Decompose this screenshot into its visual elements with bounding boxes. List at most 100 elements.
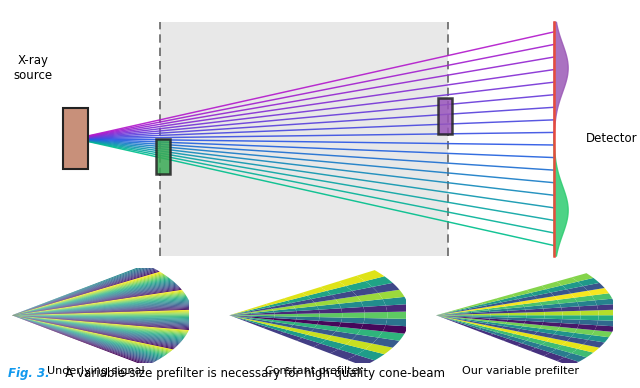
Polygon shape [436, 312, 453, 315]
Polygon shape [12, 315, 175, 348]
Polygon shape [342, 312, 365, 318]
Polygon shape [489, 308, 508, 312]
Polygon shape [12, 315, 179, 345]
Polygon shape [12, 269, 157, 315]
Polygon shape [387, 312, 410, 319]
Polygon shape [330, 349, 356, 360]
Polygon shape [583, 283, 605, 291]
Polygon shape [12, 297, 188, 315]
Polygon shape [12, 309, 192, 315]
Polygon shape [12, 315, 184, 338]
Polygon shape [12, 275, 166, 315]
Polygon shape [12, 315, 158, 360]
Polygon shape [481, 298, 499, 304]
Polygon shape [505, 322, 524, 326]
Polygon shape [515, 293, 534, 299]
Polygon shape [248, 304, 268, 310]
Polygon shape [562, 311, 580, 315]
Polygon shape [557, 357, 579, 366]
Polygon shape [252, 317, 274, 320]
Polygon shape [452, 308, 469, 312]
Polygon shape [518, 296, 537, 301]
Polygon shape [12, 315, 161, 359]
Polygon shape [436, 315, 452, 319]
Polygon shape [597, 304, 616, 310]
Polygon shape [436, 312, 454, 315]
Polygon shape [598, 315, 616, 321]
Polygon shape [12, 315, 191, 324]
Polygon shape [467, 303, 483, 308]
Polygon shape [520, 299, 540, 304]
Polygon shape [485, 324, 504, 328]
Polygon shape [472, 317, 490, 320]
Polygon shape [12, 284, 178, 315]
Polygon shape [12, 315, 182, 341]
Polygon shape [12, 281, 174, 315]
Polygon shape [314, 324, 339, 331]
Polygon shape [472, 316, 490, 319]
Polygon shape [525, 308, 544, 312]
Polygon shape [12, 293, 185, 315]
Polygon shape [588, 335, 609, 343]
Polygon shape [436, 315, 452, 319]
Polygon shape [12, 315, 192, 316]
Polygon shape [12, 293, 184, 315]
Polygon shape [12, 315, 170, 353]
Bar [63, 108, 88, 169]
Polygon shape [307, 331, 332, 340]
Polygon shape [12, 295, 186, 315]
Polygon shape [263, 327, 284, 334]
Text: A variable-size prefilter is necessary for high-quality cone-beam: A variable-size prefilter is necessary f… [54, 367, 445, 379]
Polygon shape [230, 315, 252, 317]
Polygon shape [12, 315, 191, 324]
Polygon shape [317, 321, 341, 327]
Polygon shape [12, 264, 147, 315]
Polygon shape [365, 344, 393, 354]
Polygon shape [12, 270, 158, 315]
Polygon shape [588, 288, 609, 296]
Polygon shape [270, 322, 293, 327]
Polygon shape [12, 315, 191, 326]
Text: Underlying signal: Underlying signal [47, 365, 145, 376]
Polygon shape [483, 300, 502, 305]
Polygon shape [12, 298, 188, 315]
Polygon shape [12, 306, 191, 315]
Polygon shape [12, 315, 159, 360]
Polygon shape [454, 312, 472, 314]
Polygon shape [454, 314, 472, 315]
Polygon shape [248, 320, 268, 327]
Polygon shape [453, 317, 471, 321]
Polygon shape [347, 355, 374, 366]
Polygon shape [472, 315, 490, 317]
Polygon shape [372, 338, 399, 348]
Polygon shape [12, 315, 192, 321]
Polygon shape [12, 279, 172, 315]
Polygon shape [540, 300, 559, 305]
Polygon shape [546, 286, 567, 293]
Polygon shape [230, 315, 252, 319]
Polygon shape [526, 338, 546, 345]
Polygon shape [571, 291, 591, 298]
Polygon shape [485, 302, 504, 307]
Polygon shape [550, 334, 571, 341]
Polygon shape [505, 304, 524, 308]
Polygon shape [311, 295, 336, 303]
Polygon shape [536, 345, 556, 353]
Polygon shape [274, 316, 297, 319]
Polygon shape [12, 315, 168, 354]
Polygon shape [336, 296, 361, 304]
Polygon shape [531, 335, 550, 341]
Polygon shape [12, 315, 169, 353]
Polygon shape [490, 311, 508, 314]
Polygon shape [12, 305, 191, 315]
Polygon shape [12, 274, 164, 315]
Polygon shape [273, 308, 296, 312]
Polygon shape [326, 286, 352, 295]
Polygon shape [554, 331, 574, 337]
Polygon shape [12, 315, 186, 336]
Text: Detector: Detector [586, 132, 637, 145]
Polygon shape [543, 307, 562, 312]
Polygon shape [12, 315, 183, 340]
Polygon shape [436, 315, 454, 316]
Polygon shape [12, 315, 154, 363]
